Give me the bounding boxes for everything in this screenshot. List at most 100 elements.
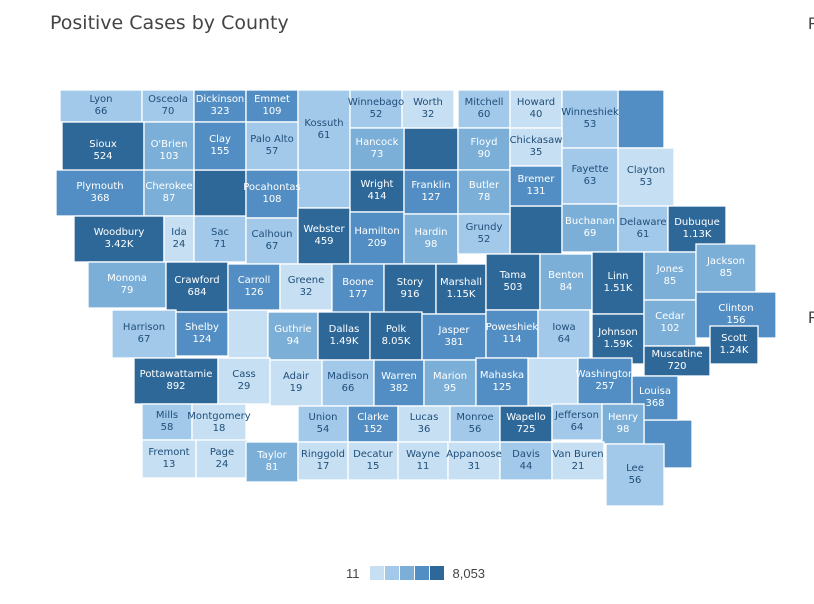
county-decatur[interactable] xyxy=(347,441,399,481)
county-iowa[interactable] xyxy=(537,309,591,359)
county-clay[interactable] xyxy=(193,121,247,171)
county-polk[interactable] xyxy=(369,311,423,361)
county-plymouth[interactable] xyxy=(55,169,145,217)
county-value-label: 916 xyxy=(400,289,419,300)
county-fremont[interactable] xyxy=(141,439,197,479)
county-madison[interactable] xyxy=(321,359,375,407)
county-name-label: Lyon xyxy=(89,94,112,105)
county-winnebago[interactable] xyxy=(349,89,403,129)
county-franklin[interactable] xyxy=(403,169,459,215)
legend-max-label: 8,053 xyxy=(452,565,486,581)
county-boone[interactable] xyxy=(331,263,385,315)
county-kossuth[interactable] xyxy=(297,89,351,171)
county-wright[interactable] xyxy=(349,169,405,213)
county-keokuk[interactable] xyxy=(527,357,579,407)
county-name-label: Sioux xyxy=(89,139,117,150)
county-value-label: 52 xyxy=(370,109,383,120)
county-mitchell[interactable] xyxy=(457,89,511,129)
county-butler[interactable] xyxy=(457,169,511,215)
county-linn[interactable] xyxy=(591,251,645,315)
county-name-label: Adair xyxy=(283,371,310,382)
county-osceola[interactable] xyxy=(141,89,195,123)
county-tama[interactable] xyxy=(485,253,541,311)
county-name-label: Fremont xyxy=(148,447,189,458)
county-story[interactable] xyxy=(383,263,437,315)
county-name-label: Benton xyxy=(548,270,584,281)
county-chickasaw[interactable] xyxy=(509,127,563,167)
county-cass[interactable] xyxy=(217,357,271,405)
county-hancock[interactable] xyxy=(349,127,405,171)
county-poweshiek[interactable] xyxy=(485,309,539,359)
county-floyd[interactable] xyxy=(457,127,511,171)
county-guthrie[interactable] xyxy=(267,311,319,361)
county-jasper[interactable] xyxy=(421,313,487,361)
county-pottawattamie[interactable] xyxy=(133,357,219,405)
county-carroll[interactable] xyxy=(227,263,281,311)
county-buchanan[interactable] xyxy=(561,203,619,253)
county-cedar[interactable] xyxy=(643,299,697,347)
county-value-label: 18 xyxy=(213,423,226,434)
county-henry[interactable] xyxy=(601,403,645,445)
county-name-label: Osceola xyxy=(148,94,188,105)
county-cerro-gordo[interactable] xyxy=(403,127,459,171)
county-calhoun[interactable] xyxy=(245,217,299,265)
county-wayne[interactable] xyxy=(397,441,449,481)
county-name-label: Hamilton xyxy=(354,226,399,237)
county-value-label: 8.05K xyxy=(382,336,411,347)
county-winneshiek[interactable] xyxy=(561,89,619,149)
county-name-label: Floyd xyxy=(471,137,498,148)
county-value-label: 61 xyxy=(318,130,331,141)
county-palo-alto[interactable] xyxy=(245,121,299,171)
county-value-label: 85 xyxy=(664,276,677,287)
county-jones[interactable] xyxy=(643,251,697,301)
county-ringgold[interactable] xyxy=(297,441,349,481)
county-humboldt[interactable] xyxy=(297,169,351,209)
county-clarke[interactable] xyxy=(347,405,399,443)
county-ida[interactable] xyxy=(163,215,195,263)
county-johnson[interactable] xyxy=(591,313,645,365)
county-appanoose[interactable] xyxy=(447,441,501,481)
county-value-label: 21 xyxy=(572,461,585,472)
county-wapello[interactable] xyxy=(499,405,553,443)
county-monona[interactable] xyxy=(87,261,167,309)
county-greene[interactable] xyxy=(279,263,333,311)
county-jackson[interactable] xyxy=(695,243,757,293)
county-name-label: Hancock xyxy=(356,137,399,148)
county-allamakee[interactable] xyxy=(617,89,665,149)
county-davis[interactable] xyxy=(499,441,553,481)
county-value-label: 720 xyxy=(667,361,686,372)
county-worth[interactable] xyxy=(401,89,455,129)
county-name-label: Butler xyxy=(469,180,500,191)
county-value-label: 67 xyxy=(266,241,279,252)
county-bremer[interactable] xyxy=(509,165,563,207)
county-value-label: 98 xyxy=(617,424,630,435)
county-buena-vista[interactable] xyxy=(193,169,247,219)
county-grundy[interactable] xyxy=(457,213,511,255)
county-value-label: 64 xyxy=(558,334,571,345)
county-dallas[interactable] xyxy=(317,311,371,361)
county-cherokee[interactable] xyxy=(143,169,195,217)
county-shelby[interactable] xyxy=(175,311,229,357)
county-mills[interactable] xyxy=(141,403,193,441)
county-name-label: Pocahontas xyxy=(243,182,300,193)
county-name-label: Dallas xyxy=(329,324,360,335)
county-marion[interactable] xyxy=(423,359,477,407)
county-lee[interactable] xyxy=(605,443,665,507)
county-value-label: 53 xyxy=(584,119,597,130)
county-name-label: Jefferson xyxy=(554,410,599,421)
county-monroe[interactable] xyxy=(449,405,501,443)
county-audubon[interactable] xyxy=(227,309,269,359)
county-scott[interactable] xyxy=(709,325,759,365)
county-black-hawk[interactable] xyxy=(509,205,563,255)
county-dickinson[interactable] xyxy=(193,89,247,123)
county-muscatine[interactable] xyxy=(643,345,711,377)
county-value-label: 381 xyxy=(444,337,463,348)
county-pocahontas[interactable] xyxy=(245,169,299,219)
county-jefferson[interactable] xyxy=(551,403,603,441)
county-value-label: 79 xyxy=(121,285,134,296)
county-value-label: 58 xyxy=(161,422,174,433)
county-van-buren[interactable] xyxy=(551,441,605,481)
county-value-label: 52 xyxy=(478,234,491,245)
county-name-label: Van Buren xyxy=(552,449,603,460)
county-delaware[interactable] xyxy=(617,205,669,253)
